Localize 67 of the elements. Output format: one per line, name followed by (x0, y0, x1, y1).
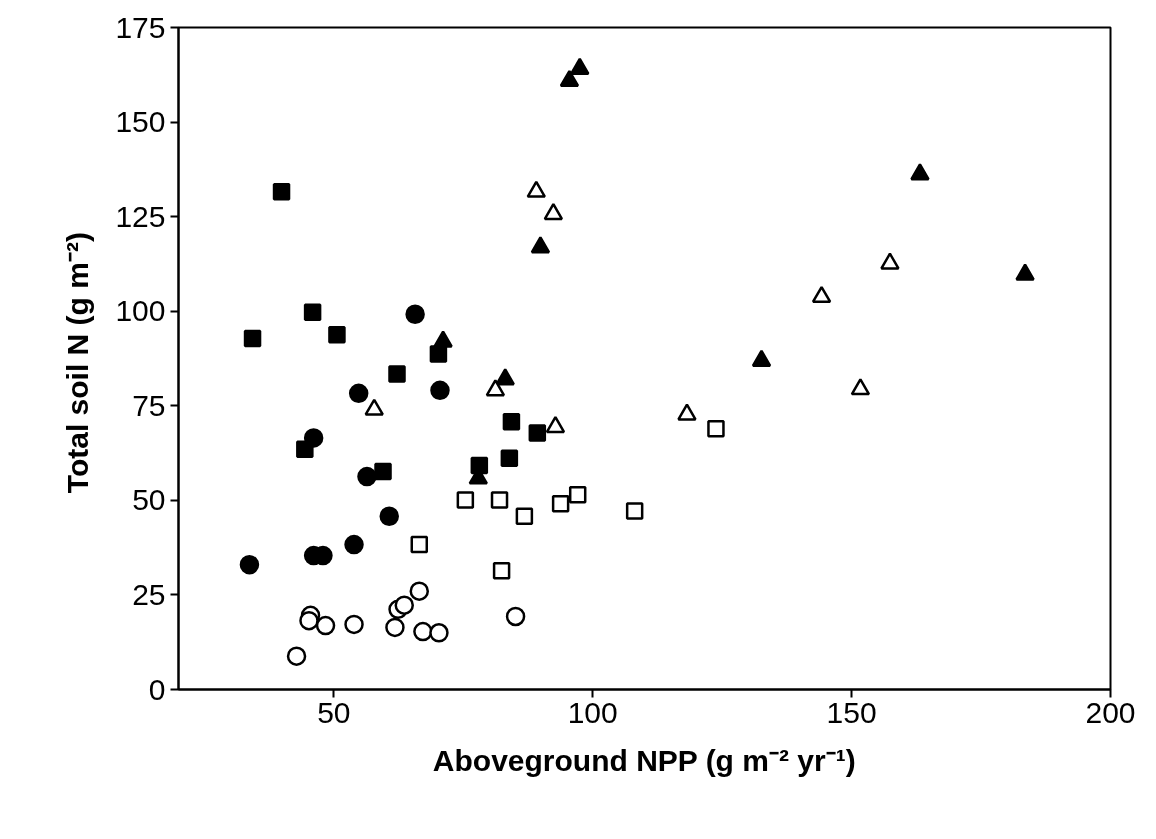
y-tick-label: 25 (132, 577, 166, 611)
point (405, 304, 425, 324)
point (413, 621, 433, 642)
point (344, 614, 364, 635)
point (357, 466, 377, 487)
point (485, 379, 506, 397)
point (492, 561, 511, 580)
y-tick-label: 150 (115, 105, 166, 139)
point (515, 507, 534, 525)
point (850, 378, 871, 396)
point (388, 365, 406, 383)
point (239, 554, 260, 575)
point (707, 420, 725, 438)
point (530, 236, 551, 254)
point (429, 623, 449, 643)
x-tick-label: 150 (826, 695, 877, 729)
point (374, 462, 392, 481)
x-tick-label: 50 (317, 695, 351, 729)
x-tick-label: 100 (567, 695, 618, 729)
point (272, 182, 291, 201)
point (528, 424, 547, 442)
y-tick-label: 100 (115, 294, 166, 328)
point (625, 502, 644, 520)
point (526, 180, 547, 198)
point (570, 57, 590, 75)
point (409, 581, 430, 601)
y-tick-label: 75 (132, 388, 166, 422)
point (559, 69, 580, 87)
point (348, 383, 369, 404)
point (545, 415, 566, 434)
point (394, 595, 414, 615)
y-tick-label: 125 (115, 199, 166, 233)
point (299, 610, 319, 631)
point (328, 325, 346, 344)
point (315, 615, 336, 636)
point (385, 617, 405, 638)
point (500, 449, 519, 468)
point (410, 535, 429, 554)
x-axis-title: Aboveground NPP (g m⁻² yr⁻¹) (432, 743, 856, 777)
point (505, 606, 526, 627)
point (490, 491, 509, 509)
point (495, 368, 515, 386)
point (880, 252, 900, 270)
y-tick-label: 50 (132, 483, 166, 517)
point (286, 646, 307, 666)
y-axis-title: Total soil N (g m⁻²) (61, 232, 95, 494)
point (303, 303, 322, 322)
point (303, 428, 324, 448)
point (344, 534, 364, 555)
point (430, 380, 450, 401)
point (910, 163, 930, 181)
point (433, 330, 453, 348)
point (364, 398, 384, 416)
point (551, 495, 570, 513)
point (243, 329, 262, 348)
point (379, 506, 399, 526)
point (811, 285, 832, 303)
point (677, 403, 697, 421)
point (1015, 263, 1035, 281)
x-tick-label: 200 (1085, 695, 1136, 729)
y-tick-label: 175 (115, 10, 166, 44)
point (751, 349, 772, 367)
point (456, 491, 475, 509)
point (568, 485, 587, 504)
y-tick-label: 0 (148, 672, 166, 706)
point (502, 412, 521, 431)
point (543, 202, 564, 221)
